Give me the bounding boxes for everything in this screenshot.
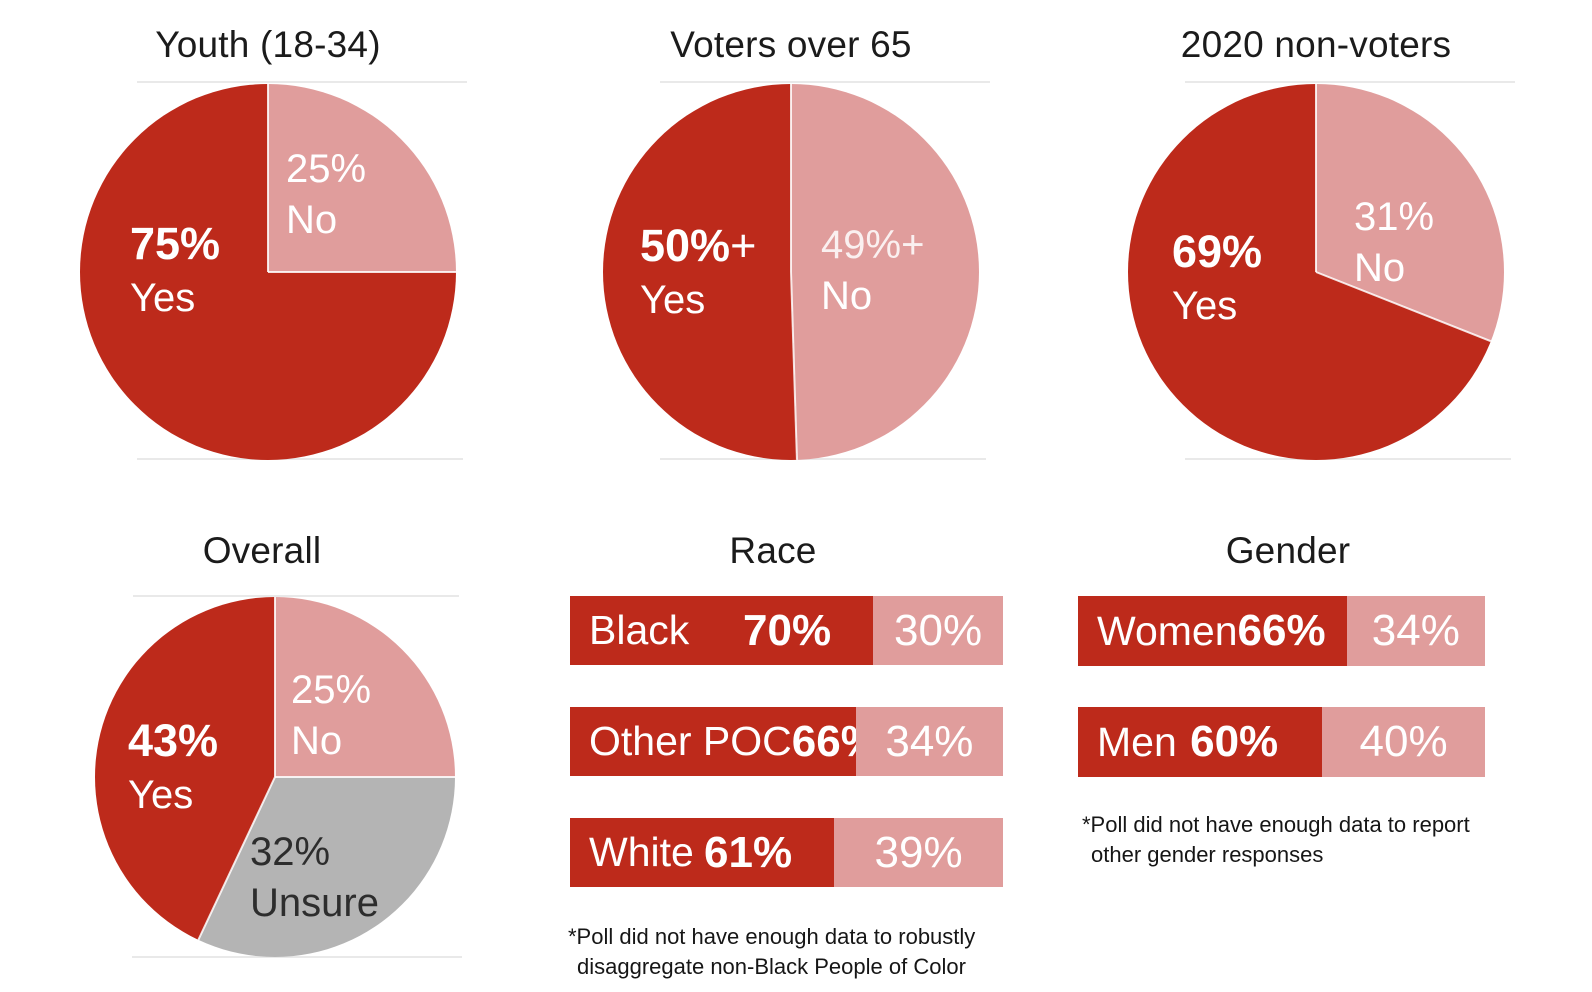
bar-yes-value: 61% xyxy=(704,827,793,877)
chart-title-overall: Overall xyxy=(202,530,322,571)
bar-segment-black-yes: Black 70% xyxy=(570,596,874,665)
gridline xyxy=(1185,458,1511,460)
bar-label: Men xyxy=(1097,718,1177,765)
bar-row-other-poc: Other POC 66% 34% xyxy=(570,707,1003,776)
bar-segment-women-no: 34% xyxy=(1346,596,1485,666)
pie-label-youth-yes: 75% Yes xyxy=(130,218,221,321)
pie-slice-divider xyxy=(274,597,276,777)
bar-row-black: Black 70% 30% xyxy=(570,596,1003,665)
bar-label: Black xyxy=(589,607,690,653)
bar-segment-black-no: 30% xyxy=(873,596,1003,665)
gridline xyxy=(660,458,986,460)
pie-label-overall-unsure: 32% Unsure xyxy=(250,830,379,926)
bar-segment-white-yes: White 61% xyxy=(570,818,835,887)
pie-slice-divider xyxy=(268,271,456,273)
pie-label-overall-no: 25% No xyxy=(291,668,372,764)
bar-segment-men-no: 40% xyxy=(1322,707,1485,777)
bar-yes-value: 70% xyxy=(743,605,832,655)
bar-yes-value: 66% xyxy=(1237,606,1326,655)
bar-segment-other-poc-no: 34% xyxy=(855,707,1003,776)
bar-segment-men-yes: Men 60% xyxy=(1078,707,1323,777)
pie-slice-divider xyxy=(790,271,798,460)
gridline xyxy=(137,81,467,83)
chart-title-over-65: Voters over 65 xyxy=(670,24,912,65)
pie-label-nonvoters-yes: 69% Yes xyxy=(1172,226,1263,329)
gender-footnote: *Poll did not have enough data to report… xyxy=(1082,810,1522,870)
pie-slice-divider xyxy=(267,84,269,272)
chart-title-gender: Gender xyxy=(1225,530,1351,571)
gender-footnote-line-2: other gender responses xyxy=(1091,841,1324,867)
pie-chart-youth: 75% Yes 25% No xyxy=(80,84,456,460)
pie-slice-divider xyxy=(275,776,455,778)
gridline xyxy=(132,956,462,958)
bar-segment-women-yes: Women 66% xyxy=(1078,596,1347,666)
race-footnote: *Poll did not have enough data to robust… xyxy=(568,922,1018,982)
pie-chart-nonvoters: 69% Yes 31% No xyxy=(1128,84,1504,460)
pie-label-nonvoters-no: 31% No xyxy=(1354,195,1435,291)
pie-slice-divider xyxy=(790,84,792,272)
bar-segment-other-poc-yes: Other POC 66% xyxy=(570,707,880,776)
bar-row-men: Men 60% 40% xyxy=(1078,707,1485,777)
bar-no-value: 34% xyxy=(1371,606,1460,655)
pie-slice-divider xyxy=(1315,84,1317,272)
bar-no-value: 30% xyxy=(894,605,983,655)
bar-no-value: 40% xyxy=(1359,717,1448,766)
bar-row-white: White 61% 39% xyxy=(570,818,1003,887)
bar-yes-value: 60% xyxy=(1190,717,1279,766)
chart-title-youth: Youth (18-34) xyxy=(155,24,381,65)
chart-title-race: Race xyxy=(729,530,817,571)
gridline xyxy=(133,595,459,597)
bar-segment-white-no: 39% xyxy=(834,818,1003,887)
bar-no-value: 34% xyxy=(885,716,974,766)
pie-chart-over-65: 50%+ Yes 49%+ No xyxy=(603,84,979,460)
pie-label-youth-no: 25% No xyxy=(286,147,367,243)
pie-chart-overall: 43% Yes 25% No 32% Unsure xyxy=(95,597,455,957)
gridline xyxy=(660,81,990,83)
chart-title-nonvoters: 2020 non-voters xyxy=(1180,24,1452,65)
pie-label-over-65-yes: 50%+ Yes xyxy=(640,220,757,323)
bar-row-women: Women 66% 34% xyxy=(1078,596,1485,666)
bar-label: Other POC xyxy=(589,718,792,764)
bar-label: White xyxy=(589,829,694,875)
race-footnote-line-2: disaggregate non-Black People of Color xyxy=(577,953,966,979)
pie-label-overall-yes: 43% Yes xyxy=(128,715,219,818)
gender-footnote-line-1: *Poll did not have enough data to report xyxy=(1082,812,1470,837)
gridline xyxy=(137,458,463,460)
gridline xyxy=(1185,81,1515,83)
bar-no-value: 39% xyxy=(874,827,963,877)
race-footnote-line-1: *Poll did not have enough data to robust… xyxy=(568,924,976,949)
pie-label-over-65-no: 49%+ No xyxy=(821,223,925,319)
bar-label: Women xyxy=(1097,607,1238,654)
